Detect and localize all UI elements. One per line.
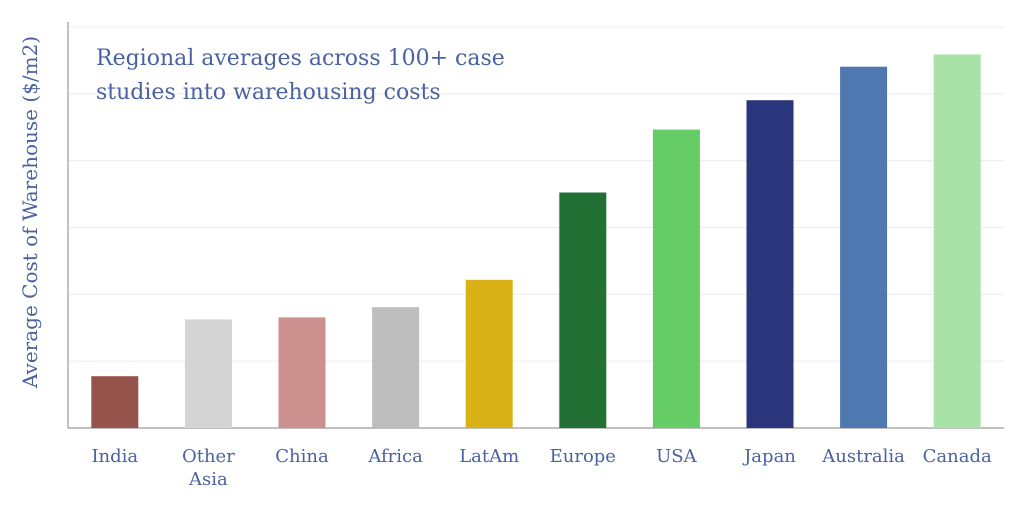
bar-australia (840, 66, 888, 428)
bar-africa (372, 307, 420, 428)
x-tick-label: Canada (923, 446, 992, 467)
bar-latam (465, 279, 513, 428)
bar-china (278, 317, 326, 428)
x-tick-label: Australia (821, 446, 905, 467)
bar-usa (652, 129, 700, 428)
x-tick-labels: India Other Asia China Africa LatAm Europe USA J… (91, 446, 992, 490)
bar-india (91, 376, 139, 428)
x-tick-label: India (91, 446, 138, 467)
bar-europe (559, 192, 607, 428)
bar-other-asia (184, 319, 232, 428)
bar-japan (746, 100, 794, 428)
bar-canada (933, 54, 981, 428)
x-tick-label: LatAm (459, 446, 519, 467)
chart-annotation: Regional averages across 100+ case studi… (96, 46, 505, 105)
x-tick-label: Europe (550, 446, 616, 467)
x-tick-label: Japan (742, 446, 796, 467)
x-tick-label: USA (656, 446, 698, 467)
bars (91, 54, 981, 428)
y-axis-label: Average Cost of Warehouse ($/m2) (18, 35, 42, 389)
x-tick-label: China (275, 446, 329, 467)
x-tick-label: Africa (367, 446, 423, 467)
x-tick-label: Other Asia (182, 446, 235, 490)
